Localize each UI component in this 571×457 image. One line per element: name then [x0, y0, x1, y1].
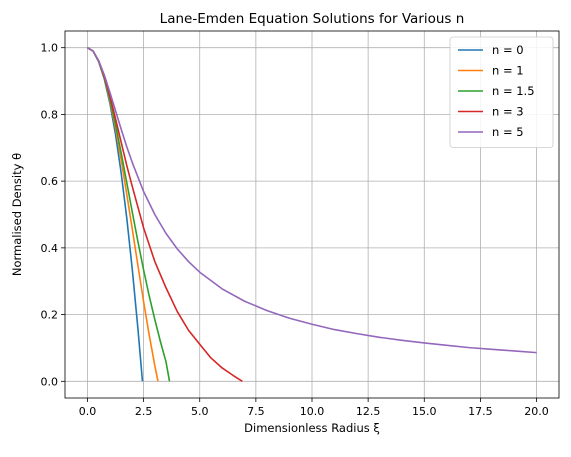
x-tick-label: 7.5 [247, 405, 265, 418]
x-axis: 0.0 2.5 5.0 7.5 10.0 12.5 15.0 17.5 20.0 [79, 398, 549, 418]
series-line-2 [87, 48, 169, 382]
legend-label-2: n = 1.5 [492, 84, 535, 98]
y-tick-label: 0.2 [41, 309, 59, 322]
y-tick-label: 0.4 [41, 242, 59, 255]
x-tick-label: 5.0 [191, 405, 209, 418]
y-tick-label: 0.6 [41, 175, 59, 188]
y-tick-label: 0.8 [41, 108, 59, 121]
x-axis-label: Dimensionless Radius ξ [244, 421, 380, 435]
x-tick-label: 17.5 [468, 405, 493, 418]
x-tick-label: 15.0 [412, 405, 437, 418]
legend-label-0: n = 0 [492, 43, 524, 57]
series-line-3 [87, 48, 242, 382]
y-axis-label: Normalised Density θ [10, 153, 24, 276]
series-line-0 [87, 48, 142, 382]
legend-label-3: n = 3 [492, 105, 524, 119]
x-tick-label: 2.5 [135, 405, 153, 418]
x-tick-label: 20.0 [524, 405, 549, 418]
x-tick-label: 0.0 [79, 405, 97, 418]
y-axis: 0.0 0.2 0.4 0.6 0.8 1.0 [41, 42, 66, 389]
y-tick-label: 1.0 [41, 42, 59, 55]
legend-label-4: n = 5 [492, 125, 524, 139]
legend-label-1: n = 1 [492, 64, 524, 78]
series-line-1 [87, 48, 158, 382]
x-tick-label: 10.0 [300, 405, 325, 418]
legend: n = 0 n = 1 n = 1.5 n = 3 n = 5 [450, 37, 553, 148]
x-tick-label: 12.5 [356, 405, 381, 418]
chart-title: Lane-Emden Equation Solutions for Variou… [160, 11, 465, 27]
y-tick-label: 0.0 [41, 375, 59, 388]
